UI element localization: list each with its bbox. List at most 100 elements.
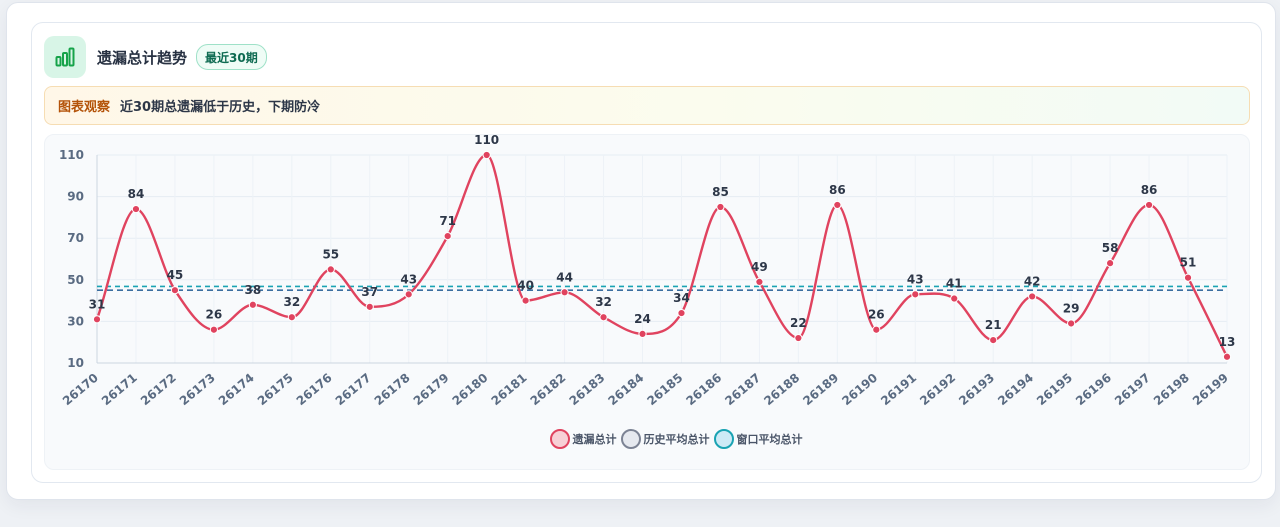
x-tick-label: 26179 (411, 371, 452, 409)
data-point (365, 302, 374, 311)
data-point (1106, 259, 1115, 268)
x-tick-label: 26187 (722, 371, 763, 409)
x-tick-label: 26189 (800, 371, 841, 409)
legend-swatch-hist (620, 429, 641, 449)
x-tick-label: 26193 (956, 371, 997, 409)
y-tick-label: 70 (67, 231, 84, 245)
data-label: 41 (946, 277, 963, 291)
data-point (1183, 273, 1193, 282)
data-point (950, 294, 959, 303)
data-point (92, 315, 102, 324)
data-label: 29 (1063, 301, 1080, 315)
data-point (911, 290, 920, 299)
data-label: 58 (1102, 241, 1119, 255)
x-tick-label: 26184 (605, 371, 646, 409)
data-label: 37 (361, 285, 378, 299)
legend-item-hist[interactable]: 历史平均总计 (620, 429, 710, 449)
legend-item-window[interactable]: 窗口平均总计 (713, 429, 803, 449)
data-label: 22 (790, 316, 807, 330)
data-label: 49 (751, 260, 768, 274)
data-label: 21 (985, 318, 1002, 332)
data-label: 85 (712, 185, 729, 199)
data-label: 86 (829, 183, 846, 197)
x-tick-label: 26182 (528, 371, 569, 409)
data-point (131, 204, 141, 214)
x-tick-label: 26194 (995, 371, 1036, 409)
card-title: 遗漏总计趋势 (97, 48, 188, 67)
data-label: 38 (245, 283, 262, 297)
legend-label-hist: 历史平均总计 (643, 433, 710, 446)
y-tick-label: 90 (67, 190, 84, 204)
data-label: 51 (1180, 256, 1197, 270)
data-point (170, 286, 180, 295)
data-point (677, 308, 686, 318)
data-label: 31 (89, 297, 106, 311)
x-tick-label: 26186 (683, 371, 724, 409)
data-label: 13 (1219, 335, 1236, 349)
data-label: 40 (517, 279, 534, 293)
x-tick-label: 26190 (839, 371, 880, 409)
x-tick-label: 26176 (294, 371, 335, 409)
observation-label: 图表观察 (58, 100, 111, 115)
x-tick-label: 26188 (761, 371, 802, 409)
x-tick-label: 26185 (644, 371, 685, 409)
period-badge: 最近30期 (196, 44, 267, 70)
data-point (560, 288, 569, 297)
data-point (833, 200, 842, 210)
legend-label-main: 遗漏总计 (572, 433, 617, 446)
data-label: 42 (1024, 274, 1041, 288)
data-point (794, 333, 803, 343)
observation-text: 近30期总遗漏低于历史，下期防冷 (120, 100, 321, 115)
series-line-main (95, 153, 1229, 358)
data-point (482, 150, 491, 160)
data-label: 55 (322, 247, 339, 261)
data-label: 32 (595, 295, 612, 309)
data-label: 26 (868, 308, 885, 322)
x-tick-label: 26198 (1151, 371, 1192, 409)
x-tick-label: 26196 (1073, 371, 1114, 409)
x-tick-label: 26171 (99, 371, 140, 409)
x-tick-label: 26178 (372, 371, 413, 409)
data-point (443, 232, 452, 241)
data-label: 86 (1141, 183, 1158, 197)
data-point (1067, 319, 1076, 328)
data-label: 110 (474, 135, 499, 147)
y-tick-label: 110 (59, 148, 84, 162)
data-point (716, 202, 725, 212)
x-tick-label: 26175 (255, 371, 296, 409)
x-tick-label: 26199 (1190, 371, 1231, 409)
data-point (248, 300, 257, 309)
data-label: 44 (556, 270, 573, 284)
data-label: 45 (167, 268, 184, 282)
legend-swatch-main (549, 429, 570, 449)
x-tick-label: 26174 (216, 371, 257, 409)
x-tick-label: 26177 (333, 371, 374, 409)
x-tick-label: 26183 (566, 371, 607, 409)
x-tick-label: 26195 (1034, 371, 1075, 409)
data-point (1222, 352, 1232, 361)
data-point (755, 277, 764, 286)
data-label: 26 (206, 308, 223, 322)
data-point (326, 265, 335, 274)
trend-card: 遗漏总计趋势 最近30期 图表观察 近30期总遗漏低于历史，下期防冷 10 30 5… (31, 22, 1262, 483)
legend-label-window: 窗口平均总计 (736, 433, 803, 446)
data-point (209, 325, 218, 334)
data-point (872, 325, 881, 334)
x-tick-label: 26191 (878, 371, 919, 409)
x-tick-label: 26181 (489, 371, 530, 409)
bar-chart-icon (44, 36, 86, 78)
data-label: 84 (128, 187, 145, 201)
legend-swatch-window (713, 429, 734, 449)
legend-item-main[interactable]: 遗漏总计 (549, 429, 617, 449)
x-tick-label: 26170 (60, 371, 101, 409)
data-point (989, 336, 998, 345)
x-tick-label: 26180 (450, 371, 491, 409)
y-tick-label: 10 (67, 356, 84, 370)
data-label: 43 (907, 272, 924, 286)
line-chart: 1030507090110261702617126172261732617426… (59, 135, 1236, 409)
data-label: 32 (283, 295, 300, 309)
data-point (638, 329, 647, 338)
page-container: 遗漏总计趋势 最近30期 图表观察 近30期总遗漏低于历史，下期防冷 10 30 5… (6, 2, 1276, 500)
data-point (599, 313, 608, 322)
card-header: 遗漏总计趋势 最近30期 (44, 35, 267, 79)
